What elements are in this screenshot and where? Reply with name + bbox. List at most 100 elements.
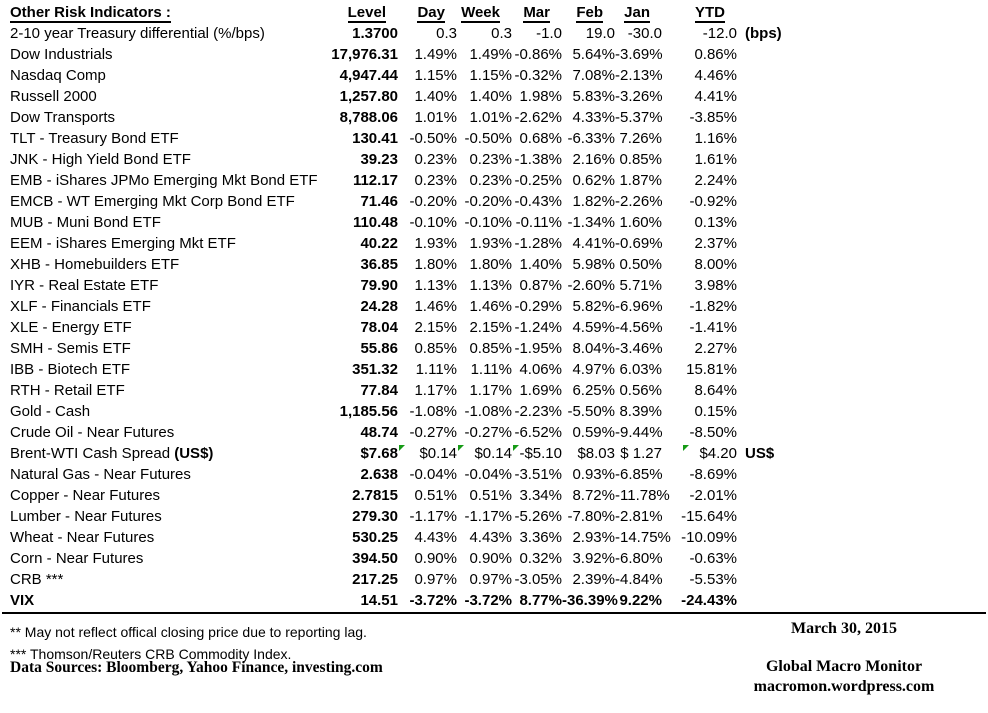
jan-value: -14.75% [615, 529, 671, 546]
day-value: 0.97% [414, 571, 457, 588]
feb-value: -1.34% [567, 214, 615, 231]
level-value: 217.25 [352, 571, 398, 588]
column-header-week: Week [461, 4, 500, 23]
feb-value: $8.03 [577, 445, 615, 462]
level-value: 351.32 [352, 361, 398, 378]
week-value: 1.11% [470, 361, 512, 378]
table-row: Dow Transports 8,788.06 1.01% 1.01% -2.6… [0, 107, 988, 128]
table-row: XHB - Homebuilders ETF 36.85 1.80% 1.80%… [0, 254, 988, 275]
ytd-value: -24.43% [681, 592, 737, 609]
week-value: -0.50% [464, 130, 512, 147]
day-value: 1.15% [414, 67, 457, 84]
day-value: -1.08% [409, 403, 457, 420]
unit-note [737, 338, 823, 359]
table-row: EMCB - WT Emerging Mkt Corp Bond ETF 71.… [0, 191, 988, 212]
instrument-name: 2-10 year Treasury differential (%/bps) [10, 25, 265, 42]
jan-value: -6.96% [615, 298, 663, 315]
day-value: -0.20% [409, 193, 457, 210]
unit-note [737, 254, 823, 275]
day-value: $0.14 [398, 443, 457, 464]
unit-note [737, 485, 823, 506]
mar-value: 4.06% [519, 361, 562, 378]
mar-value: 8.77% [519, 592, 562, 609]
day-value: 1.40% [414, 88, 457, 105]
mar-value: -1.0 [536, 25, 562, 42]
jan-value: 6.03% [619, 361, 662, 378]
jan-value: -30.0 [627, 25, 662, 42]
week-value: -1.08% [464, 403, 512, 420]
feb-value: 8.72% [572, 487, 615, 504]
jan-value: 7.26% [619, 130, 662, 147]
mar-value: -5.26% [514, 508, 562, 525]
ytd-value: -8.50% [689, 424, 737, 441]
jan-value: $ 1.27 [620, 445, 662, 462]
mar-value: 1.98% [519, 88, 562, 105]
column-header-jan: Jan [624, 4, 650, 23]
week-value: 1.80% [469, 256, 512, 273]
green-corner-flag-icon [399, 445, 405, 451]
mar-value: -0.32% [514, 67, 562, 84]
level-value: 48.74 [360, 424, 398, 441]
feb-value: 4.59% [572, 319, 615, 336]
unit-note: US$ [745, 445, 775, 462]
table-header-row: Other Risk Indicators : Level Day Week M… [0, 2, 988, 23]
jan-value: 5.71% [619, 277, 662, 294]
jan-value: -6.85% [615, 466, 663, 483]
week-value: -0.10% [464, 214, 512, 231]
column-header-ytd: YTD [695, 4, 725, 23]
day-value: 0.85% [414, 340, 457, 357]
feb-value: -7.80% [567, 508, 615, 525]
ytd-value: 1.16% [694, 130, 737, 147]
table-row: Lumber - Near Futures 279.30 -1.17% -1.1… [0, 506, 988, 527]
table-row: CRB *** 217.25 0.97% 0.97% -3.05% 2.39% … [0, 569, 988, 590]
feb-value: 0.93% [572, 466, 615, 483]
jan-value: 0.85% [619, 151, 662, 168]
feb-value: 5.82% [572, 298, 615, 315]
level-value: 1,185.56 [339, 403, 398, 420]
ytd-value: -1.82% [689, 298, 737, 315]
mar-value: -1.28% [514, 235, 562, 252]
instrument-name: EMCB - WT Emerging Mkt Corp Bond ETF [10, 193, 295, 210]
unit-note [737, 422, 823, 443]
instrument-name: IBB - Biotech ETF [10, 361, 131, 378]
unit-note: (bps) [745, 25, 782, 42]
unit-note [737, 275, 823, 296]
mar-value: -6.52% [514, 424, 562, 441]
table-row: EMB - iShares JPMo Emerging Mkt Bond ETF… [0, 170, 988, 191]
feb-value: 19.0 [585, 25, 615, 42]
mar-value: 3.36% [519, 529, 562, 546]
week-value: 0.23% [469, 172, 512, 189]
mar-value: -1.38% [514, 151, 562, 168]
table-row: IBB - Biotech ETF 351.32 1.11% 1.11% 4.0… [0, 359, 988, 380]
ytd-value: -5.53% [689, 571, 737, 588]
table-row: EEM - iShares Emerging Mkt ETF 40.22 1.9… [0, 233, 988, 254]
day-value: 0.51% [414, 487, 457, 504]
week-value: 1.13% [469, 277, 512, 294]
day-value: 1.80% [414, 256, 457, 273]
day-value: 1.49% [414, 46, 457, 63]
level-value: 78.04 [360, 319, 398, 336]
table-row: Dow Industrials 17,976.31 1.49% 1.49% -0… [0, 44, 988, 65]
level-value: 79.90 [360, 277, 398, 294]
level-value: 77.84 [360, 382, 398, 399]
column-header-spacer [737, 2, 823, 23]
mar-value: 1.40% [519, 256, 562, 273]
jan-value: -4.84% [615, 571, 663, 588]
level-value: 14.51 [360, 592, 398, 609]
feb-value: 4.97% [572, 361, 615, 378]
unit-note [737, 569, 823, 590]
instrument-name: Natural Gas - Near Futures [10, 466, 191, 483]
level-value: 394.50 [352, 550, 398, 567]
mar-value: 0.87% [519, 277, 562, 294]
day-value: 0.90% [414, 550, 457, 567]
level-value: 8,788.06 [339, 109, 398, 126]
day-value: 1.46% [414, 298, 457, 315]
day-value: 1.01% [414, 109, 457, 126]
day-value: -0.10% [409, 214, 457, 231]
day-value: 0.23% [414, 172, 457, 189]
report-date: March 30, 2015 [791, 620, 897, 637]
instrument-name: SMH - Semis ETF [10, 340, 131, 357]
unit-note [737, 464, 823, 485]
day-value: -0.50% [409, 130, 457, 147]
unit-note [737, 149, 823, 170]
